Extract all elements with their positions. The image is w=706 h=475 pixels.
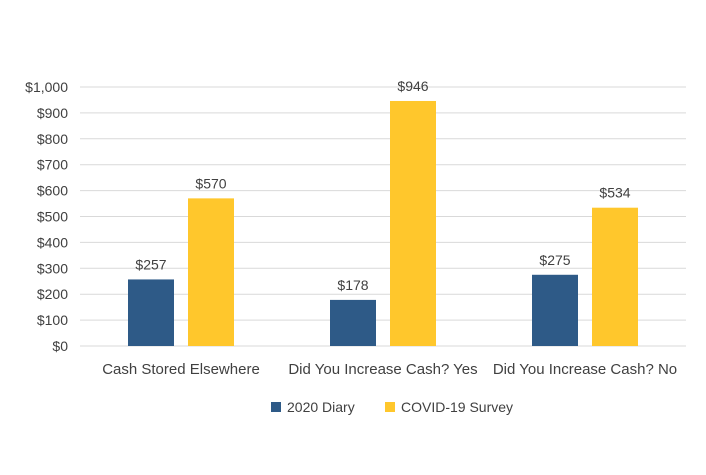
y-tick-label: $200	[37, 286, 68, 302]
y-tick-label: $400	[37, 234, 68, 250]
legend: 2020 Diary COVID-19 Survey	[271, 399, 513, 415]
data-label: $570	[195, 175, 226, 191]
bar-diary-1	[330, 299, 376, 346]
data-label: $275	[539, 252, 570, 268]
data-label: $178	[337, 277, 368, 293]
data-label: $257	[135, 256, 166, 272]
data-label: $534	[599, 185, 630, 201]
legend-swatch	[385, 402, 395, 412]
y-tick-label: $700	[37, 157, 68, 173]
legend-swatch	[271, 402, 281, 412]
legend-label: 2020 Diary	[287, 399, 355, 415]
bar-survey-2	[592, 207, 638, 346]
x-category-label: Did You Increase Cash? No	[493, 361, 677, 378]
x-category-label: Cash Stored Elsewhere	[102, 361, 260, 378]
y-tick-label: $100	[37, 312, 68, 328]
y-tick-label: $600	[37, 183, 68, 199]
bar-survey-1	[390, 100, 436, 347]
legend-label: COVID-19 Survey	[401, 399, 513, 415]
data-label: $946	[397, 78, 428, 94]
bar-diary-0	[128, 279, 174, 346]
y-tick-label: $0	[52, 338, 68, 354]
gridlines	[80, 86, 686, 347]
x-axis-categories: Cash Stored Elsewhere Did You Increase Ca…	[102, 361, 677, 378]
y-tick-label: $800	[37, 131, 68, 147]
bar-survey-0	[188, 198, 234, 346]
y-tick-label: $1,000	[25, 79, 68, 95]
bars	[128, 100, 638, 347]
y-axis-ticks: $0 $100 $200 $300 $400 $500 $600 $700 $800 $900 $1…	[25, 79, 68, 354]
bar-diary-2	[532, 274, 578, 346]
y-tick-label: $900	[37, 105, 68, 121]
y-tick-label: $300	[37, 260, 68, 276]
data-labels: $257 $570 $178 $946 $275 $534	[135, 78, 630, 293]
y-tick-label: $500	[37, 209, 68, 225]
x-category-label: Did You Increase Cash? Yes	[288, 361, 477, 378]
